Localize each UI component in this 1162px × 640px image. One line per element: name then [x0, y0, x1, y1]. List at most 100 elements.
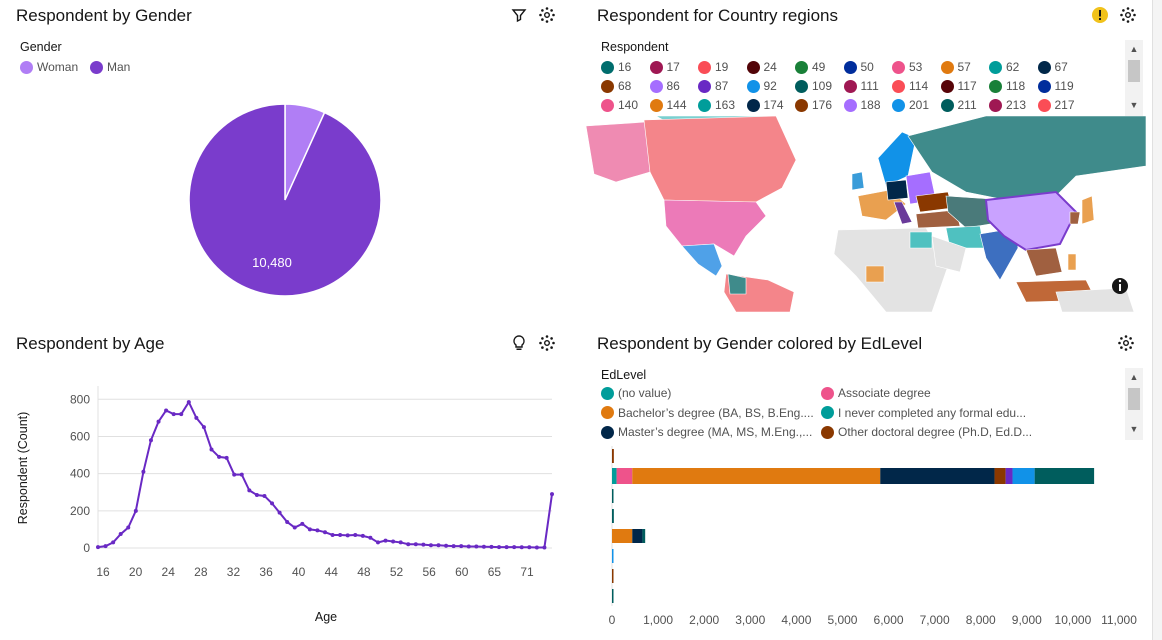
age-data-point[interactable] [481, 544, 486, 549]
age-data-point[interactable] [534, 545, 539, 550]
age-data-point[interactable] [111, 540, 116, 545]
gender-legend-item[interactable]: Woman [20, 60, 78, 74]
bar-segment[interactable] [612, 589, 614, 603]
age-data-point[interactable] [323, 530, 327, 535]
age-data-point[interactable] [353, 532, 358, 537]
age-data-point[interactable] [148, 438, 153, 443]
country-legend-item[interactable]: 57 [940, 60, 971, 74]
settings-icon[interactable] [1117, 334, 1135, 352]
age-data-point[interactable] [201, 425, 206, 430]
age-data-point[interactable] [504, 545, 509, 550]
age-data-point[interactable] [436, 543, 441, 548]
bar-segment[interactable] [1012, 468, 1035, 484]
age-data-point[interactable] [466, 544, 471, 549]
country-legend-item[interactable]: 17 [649, 60, 680, 74]
country-legend-item[interactable]: 211 [940, 98, 977, 112]
age-data-point[interactable] [254, 493, 259, 498]
country-legend-item[interactable]: 109 [795, 79, 832, 93]
age-data-point[interactable] [292, 525, 297, 530]
age-data-point[interactable] [330, 532, 335, 537]
bar-segment[interactable] [616, 468, 633, 484]
age-data-point[interactable] [368, 535, 373, 540]
lightbulb-icon[interactable] [510, 334, 528, 352]
country-legend-item[interactable]: 140 [601, 98, 638, 112]
bar-segment[interactable] [1005, 468, 1013, 484]
age-data-point[interactable] [118, 532, 123, 537]
age-data-point[interactable] [451, 544, 456, 549]
age-data-point[interactable] [360, 533, 365, 538]
country-legend-item[interactable]: 62 [989, 60, 1019, 74]
age-data-point[interactable] [224, 455, 229, 460]
bar-segment[interactable] [642, 529, 646, 543]
age-data-point[interactable] [179, 412, 184, 417]
age-data-point[interactable] [413, 542, 418, 547]
age-data-point[interactable] [519, 545, 524, 550]
bar-segment[interactable] [994, 468, 1006, 484]
country-legend-item[interactable]: 87 [698, 79, 728, 93]
bar-segment[interactable] [612, 468, 617, 484]
edlevel-legend-item[interactable]: Master’s degree (MA, MS, M.Eng.,... [601, 425, 812, 439]
age-data-point[interactable] [239, 472, 244, 477]
edlevel-legend-item[interactable]: I never completed any formal edu... [821, 406, 1026, 420]
info-icon[interactable] [1112, 278, 1128, 294]
country-legend-item[interactable]: 24 [746, 60, 777, 74]
age-data-point[interactable] [232, 472, 237, 477]
age-data-point[interactable] [391, 539, 396, 544]
country-legend-item[interactable]: 114 [892, 79, 928, 93]
age-data-point[interactable] [398, 540, 403, 545]
age-data-point[interactable] [262, 493, 267, 498]
age-data-point[interactable] [383, 538, 388, 543]
pie-slice-man[interactable] [188, 103, 382, 297]
age-data-point[interactable] [550, 492, 554, 497]
settings-icon[interactable] [538, 6, 556, 24]
age-data-point[interactable] [375, 540, 380, 545]
bar-segment[interactable] [1034, 468, 1095, 484]
country-legend-item[interactable]: 188 [843, 98, 881, 112]
age-data-point[interactable] [194, 415, 199, 420]
age-data-point[interactable] [133, 508, 138, 513]
country-legend-item[interactable]: 92 [746, 79, 777, 93]
bar-segment[interactable] [880, 468, 995, 484]
bar-segment[interactable] [612, 509, 614, 523]
age-data-point[interactable] [217, 454, 222, 459]
age-data-point[interactable] [171, 412, 176, 417]
gender-legend-item[interactable]: Man [90, 60, 130, 74]
filter-icon[interactable] [510, 6, 528, 24]
bar-segment[interactable] [632, 468, 881, 484]
country-legend-item[interactable]: 217 [1037, 98, 1075, 112]
country-legend-item[interactable]: 201 [892, 98, 929, 112]
bar-segment[interactable] [612, 549, 614, 563]
age-data-point[interactable] [527, 545, 532, 550]
country-legend-item[interactable]: 16 [601, 60, 631, 74]
bar-segment[interactable] [612, 449, 614, 463]
settings-icon[interactable] [1119, 6, 1137, 24]
country-legend-scrollbar[interactable]: ▲ ▼ [1125, 40, 1143, 116]
country-legend-item[interactable]: 119 [1037, 79, 1074, 93]
age-data-point[interactable] [103, 544, 108, 549]
page-scrollbar[interactable] [1152, 0, 1162, 640]
bar-segment[interactable] [612, 569, 614, 583]
age-data-point[interactable] [307, 527, 312, 532]
age-data-point[interactable] [126, 525, 131, 530]
age-data-point[interactable] [270, 501, 275, 506]
edlevel-legend-item[interactable]: Other doctoral degree (Ph.D, Ed.D... [821, 425, 1032, 439]
age-data-point[interactable] [444, 543, 449, 548]
country-legend-item[interactable]: 213 [989, 98, 1026, 112]
edlevel-legend-item[interactable]: Associate degree [821, 386, 931, 400]
age-data-point[interactable] [428, 543, 433, 548]
country-legend-item[interactable]: 118 [989, 79, 1025, 93]
bar-segment[interactable] [612, 489, 614, 503]
age-data-point[interactable] [209, 447, 214, 452]
country-legend-item[interactable]: 67 [1037, 60, 1068, 74]
country-legend-item[interactable]: 53 [892, 60, 922, 74]
age-data-point[interactable] [285, 519, 290, 524]
edlevel-legend-item[interactable]: Bachelor’s degree (BA, BS, B.Eng.... [601, 406, 814, 420]
country-legend-item[interactable]: 86 [649, 79, 680, 93]
warning-icon[interactable] [1091, 6, 1109, 24]
country-legend-item[interactable]: 49 [795, 60, 825, 74]
age-data-point[interactable] [512, 545, 517, 550]
country-legend-item[interactable]: 50 [843, 60, 874, 74]
age-data-point[interactable] [300, 521, 305, 526]
country-legend-item[interactable]: 117 [940, 79, 977, 93]
age-data-point[interactable] [247, 488, 252, 493]
